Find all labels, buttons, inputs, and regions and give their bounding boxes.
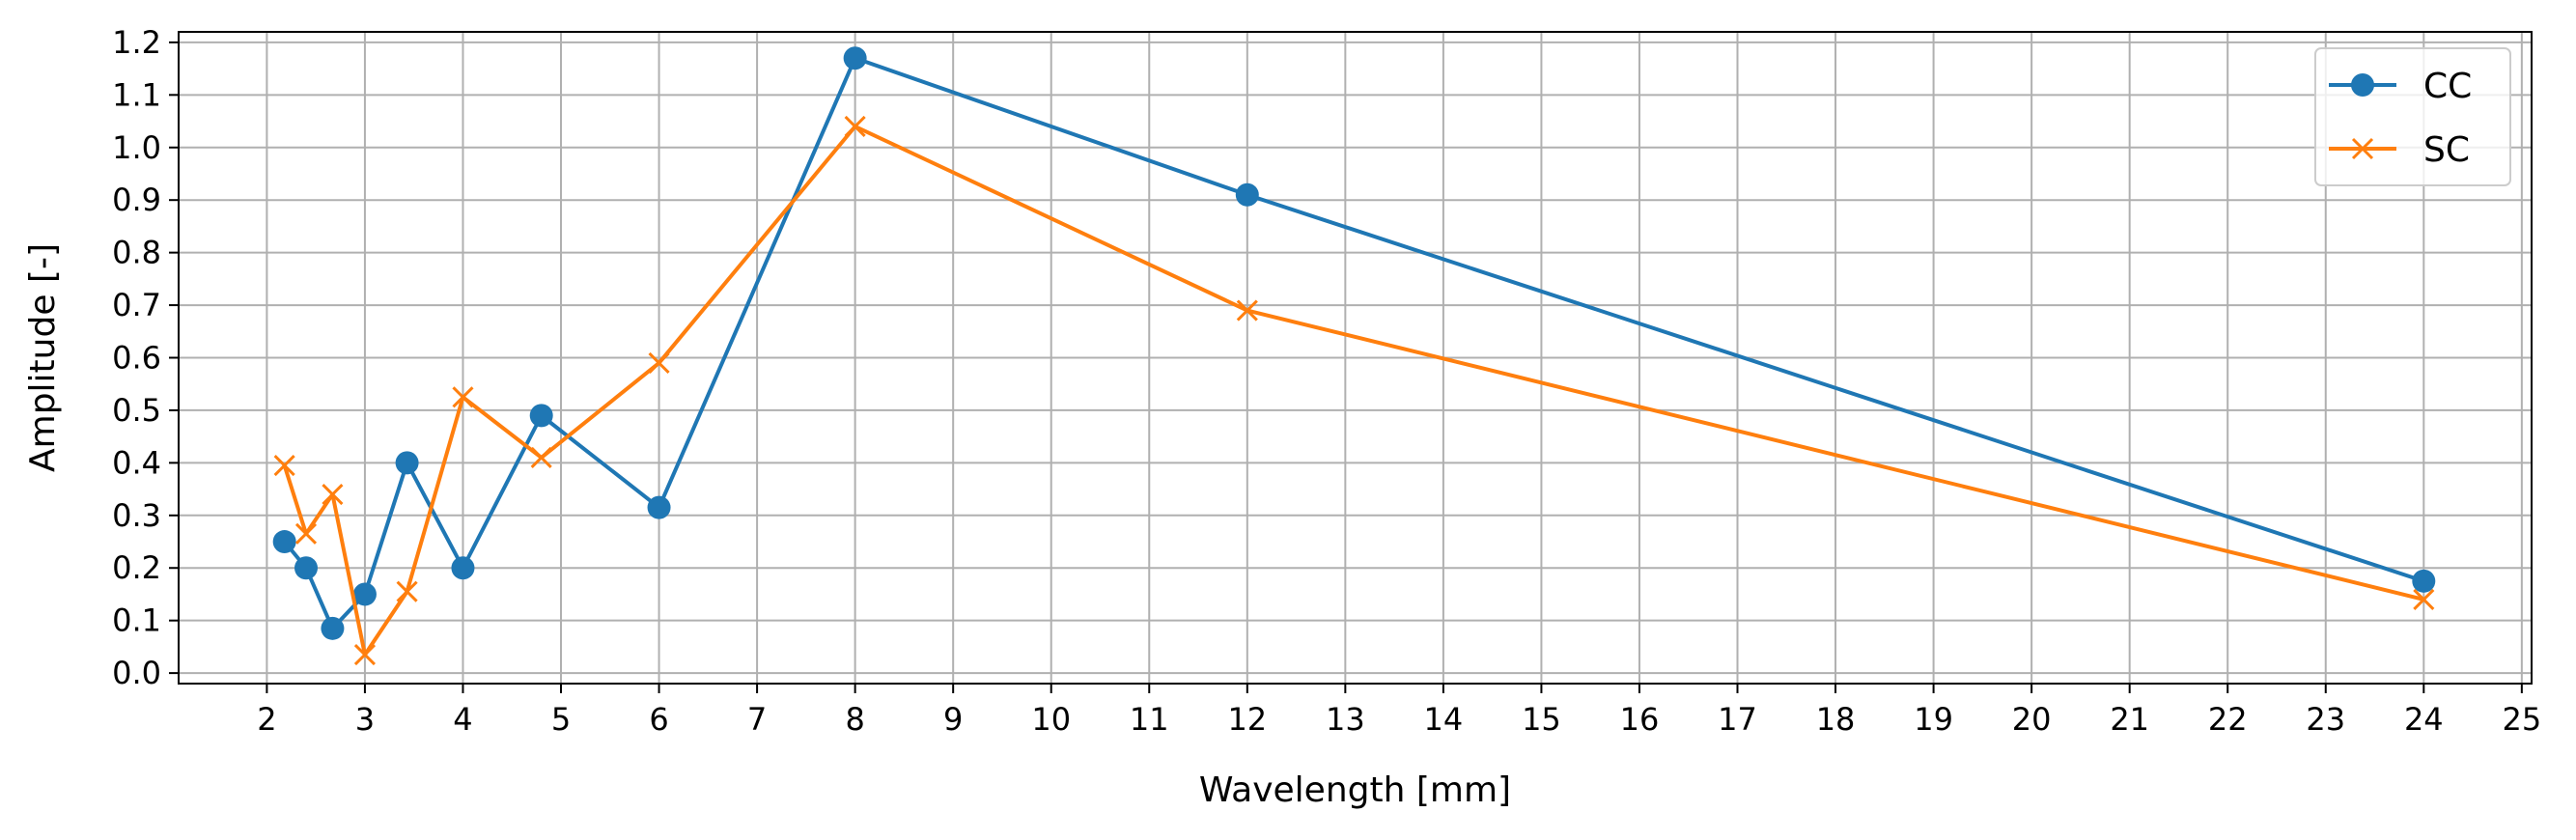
data-point-marker <box>2413 588 2435 610</box>
series-cc <box>272 46 2436 640</box>
marker-stroke <box>396 580 418 602</box>
legend-box <box>2314 47 2511 186</box>
marker-stroke <box>452 386 474 408</box>
data-point-marker <box>452 386 474 408</box>
y-tick-label: 1.2 <box>112 24 161 61</box>
legend-item-cc: CC <box>2329 67 2472 106</box>
series-line <box>282 124 2424 658</box>
data-point-marker <box>647 495 671 519</box>
x-tick-label: 5 <box>551 701 571 738</box>
data-point-marker <box>353 643 376 666</box>
x-tick-label: 12 <box>1227 701 1267 738</box>
y-axis-label: Amplitude [-] <box>23 243 63 472</box>
y-tick-label: 0.9 <box>112 182 161 218</box>
data-point-marker <box>2351 73 2374 97</box>
data-point-marker <box>1236 299 1258 322</box>
x-tick-label: 4 <box>453 701 472 738</box>
x-axis-label: Wavelength [mm] <box>1199 770 1511 810</box>
data-point-marker <box>451 556 475 580</box>
data-point-marker <box>529 404 553 428</box>
x-tick-label: 10 <box>1031 701 1071 738</box>
y-tick-label: 0.1 <box>112 602 161 639</box>
x-tick-label: 16 <box>1620 701 1660 738</box>
legend: CC SC <box>2314 47 2511 186</box>
x-tick-label: 15 <box>1522 701 1561 738</box>
marker-stroke <box>2413 588 2435 610</box>
x-tick-label: 20 <box>2012 701 2052 738</box>
marker-stroke <box>2351 137 2374 160</box>
data-point-marker <box>396 580 418 602</box>
legend-label: SC <box>2423 130 2470 170</box>
y-tick-label: 0.4 <box>112 444 161 481</box>
y-tick-label: 0.8 <box>112 235 161 271</box>
x-tick-label: 8 <box>845 701 864 738</box>
axis-ticks: 2 3 4 5 6 7 8 9 10 11 12 13 14 15 16 17 18 19 20 21 22 23 24 25… <box>112 24 2541 738</box>
data-point-marker <box>322 483 344 506</box>
y-tick-label: 0.0 <box>112 655 161 691</box>
data-point-marker <box>294 522 318 545</box>
x-tick-label: 7 <box>747 701 767 738</box>
data-point-marker <box>2412 569 2436 593</box>
marker-stroke <box>844 115 866 138</box>
marker-stroke <box>1236 299 1258 322</box>
data-point-marker <box>844 115 866 138</box>
x-tick-label: 25 <box>2502 701 2541 738</box>
series-line <box>283 56 2424 630</box>
marker-stroke <box>353 643 376 666</box>
data-point-marker <box>843 46 867 70</box>
x-tick-label: 9 <box>943 701 963 738</box>
series-layer <box>272 46 2436 666</box>
y-tick-label: 1.1 <box>112 76 161 113</box>
x-tick-label: 2 <box>257 701 276 738</box>
data-point-marker <box>273 455 295 477</box>
x-tick-label: 11 <box>1130 701 1169 738</box>
y-tick-label: 0.7 <box>112 287 161 323</box>
x-tick-label: 18 <box>1816 701 1856 738</box>
x-tick-label: 17 <box>1718 701 1757 738</box>
data-point-marker <box>2351 137 2374 160</box>
x-tick-label: 24 <box>2404 701 2444 738</box>
y-tick-label: 0.6 <box>112 340 161 377</box>
marker-stroke <box>273 455 295 477</box>
grid-lines <box>179 32 2532 684</box>
marker-stroke <box>648 351 670 375</box>
legend-label: CC <box>2423 67 2472 106</box>
data-point-marker <box>648 351 670 375</box>
data-point-marker <box>294 556 319 580</box>
x-tick-label: 6 <box>649 701 668 738</box>
series-sc <box>273 115 2435 666</box>
marker-stroke <box>530 446 552 468</box>
legend-item-sc: SC <box>2329 130 2470 170</box>
x-tick-label: 23 <box>2306 701 2345 738</box>
marker-stroke <box>294 522 318 545</box>
y-tick-label: 0.5 <box>112 392 161 429</box>
data-point-marker <box>1235 182 1259 207</box>
data-point-marker <box>530 446 552 468</box>
x-tick-label: 3 <box>355 701 375 738</box>
x-tick-label: 21 <box>2110 701 2149 738</box>
x-tick-label: 13 <box>1326 701 1365 738</box>
x-tick-label: 19 <box>1914 701 1953 738</box>
plot-frame <box>178 31 2533 685</box>
data-point-marker <box>352 582 377 606</box>
data-point-marker <box>395 451 419 475</box>
y-tick-label: 0.3 <box>112 497 161 534</box>
y-tick-label: 1.0 <box>112 129 161 166</box>
data-point-marker <box>321 616 345 640</box>
data-point-marker <box>272 530 296 554</box>
x-tick-label: 22 <box>2208 701 2248 738</box>
x-tick-label: 14 <box>1424 701 1464 738</box>
y-tick-label: 0.2 <box>112 549 161 586</box>
marker-stroke <box>322 483 344 506</box>
